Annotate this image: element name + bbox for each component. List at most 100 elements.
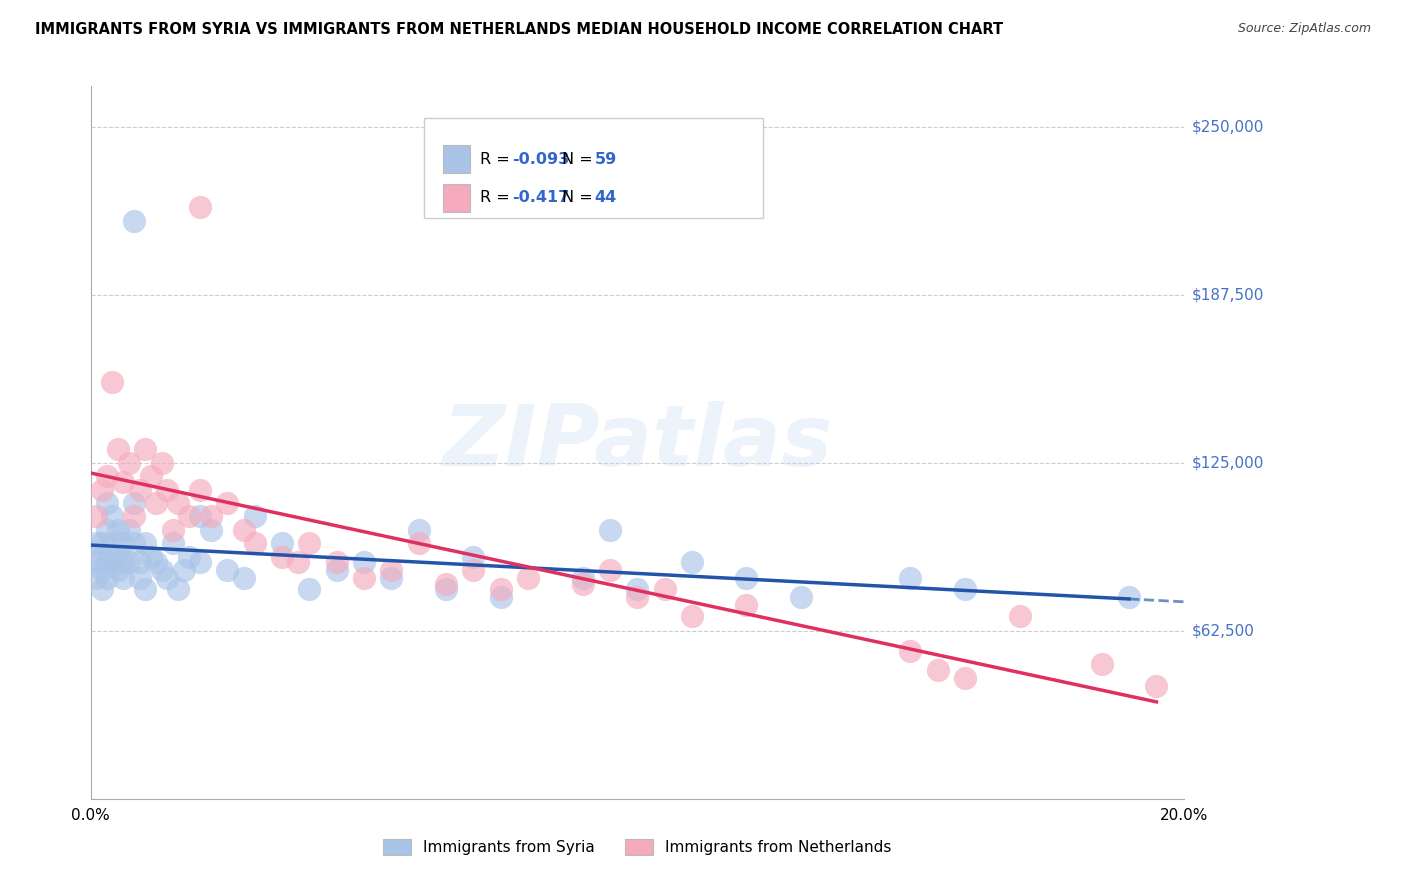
- Point: [188, 509, 211, 524]
- Point: [232, 571, 254, 585]
- Point: [134, 536, 156, 550]
- Text: -0.417: -0.417: [513, 190, 569, 205]
- Point: [1118, 590, 1140, 604]
- Point: [173, 563, 195, 577]
- Text: $187,500: $187,500: [1192, 287, 1264, 302]
- Point: [177, 509, 200, 524]
- Point: [380, 563, 402, 577]
- Point: [128, 571, 150, 585]
- Point: [735, 571, 758, 585]
- Point: [353, 571, 375, 585]
- Point: [353, 555, 375, 569]
- Text: $250,000: $250,000: [1192, 120, 1264, 134]
- Point: [84, 571, 107, 585]
- Point: [101, 555, 124, 569]
- Point: [162, 523, 184, 537]
- Point: [434, 576, 457, 591]
- Point: [298, 582, 321, 596]
- Point: [84, 509, 107, 524]
- Point: [84, 555, 107, 569]
- Point: [150, 456, 173, 470]
- Point: [145, 555, 167, 569]
- Point: [900, 644, 922, 658]
- Point: [681, 555, 703, 569]
- Point: [1144, 679, 1167, 693]
- Point: [84, 536, 107, 550]
- Point: [188, 483, 211, 497]
- Point: [139, 549, 162, 564]
- Point: [232, 523, 254, 537]
- Point: [167, 496, 190, 510]
- Point: [463, 549, 485, 564]
- Point: [408, 523, 430, 537]
- Point: [107, 523, 129, 537]
- Point: [101, 509, 124, 524]
- Point: [112, 475, 135, 489]
- Point: [134, 582, 156, 596]
- Point: [145, 496, 167, 510]
- Point: [96, 469, 118, 483]
- Point: [118, 456, 141, 470]
- Text: Source: ZipAtlas.com: Source: ZipAtlas.com: [1237, 22, 1371, 36]
- Point: [626, 582, 648, 596]
- Point: [107, 563, 129, 577]
- Point: [112, 555, 135, 569]
- Point: [243, 509, 266, 524]
- Point: [790, 590, 813, 604]
- Point: [489, 590, 512, 604]
- Point: [156, 483, 179, 497]
- Point: [96, 496, 118, 510]
- Point: [408, 536, 430, 550]
- Point: [90, 549, 112, 564]
- Point: [599, 563, 621, 577]
- Point: [188, 200, 211, 214]
- Point: [325, 563, 347, 577]
- Point: [516, 571, 538, 585]
- Point: [90, 563, 112, 577]
- Point: [298, 536, 321, 550]
- Text: N =: N =: [562, 152, 598, 167]
- Point: [96, 555, 118, 569]
- Point: [134, 442, 156, 457]
- Point: [626, 590, 648, 604]
- Point: [107, 549, 129, 564]
- Text: 44: 44: [595, 190, 617, 205]
- Point: [124, 496, 146, 510]
- Text: 59: 59: [595, 152, 617, 167]
- Point: [124, 214, 146, 228]
- Text: ZIPatlas: ZIPatlas: [441, 401, 832, 484]
- Point: [287, 555, 309, 569]
- Point: [96, 571, 118, 585]
- Point: [118, 523, 141, 537]
- Point: [188, 555, 211, 569]
- Point: [325, 555, 347, 569]
- Point: [90, 536, 112, 550]
- Point: [112, 536, 135, 550]
- Point: [107, 442, 129, 457]
- Point: [139, 469, 162, 483]
- Point: [900, 571, 922, 585]
- Point: [128, 555, 150, 569]
- Legend: Immigrants from Syria, Immigrants from Netherlands: Immigrants from Syria, Immigrants from N…: [382, 839, 891, 855]
- Point: [124, 509, 146, 524]
- Text: $125,000: $125,000: [1192, 455, 1264, 470]
- Point: [150, 563, 173, 577]
- Point: [167, 582, 190, 596]
- Point: [434, 582, 457, 596]
- Point: [1008, 609, 1031, 624]
- Point: [735, 598, 758, 612]
- Point: [217, 496, 239, 510]
- Point: [112, 571, 135, 585]
- Point: [96, 523, 118, 537]
- Point: [124, 536, 146, 550]
- Point: [571, 571, 593, 585]
- Point: [271, 549, 294, 564]
- Text: R =: R =: [479, 152, 515, 167]
- Point: [953, 671, 976, 685]
- Point: [200, 509, 222, 524]
- Text: $62,500: $62,500: [1192, 624, 1256, 639]
- Point: [118, 555, 141, 569]
- Point: [177, 549, 200, 564]
- Text: N =: N =: [562, 190, 598, 205]
- Point: [101, 375, 124, 389]
